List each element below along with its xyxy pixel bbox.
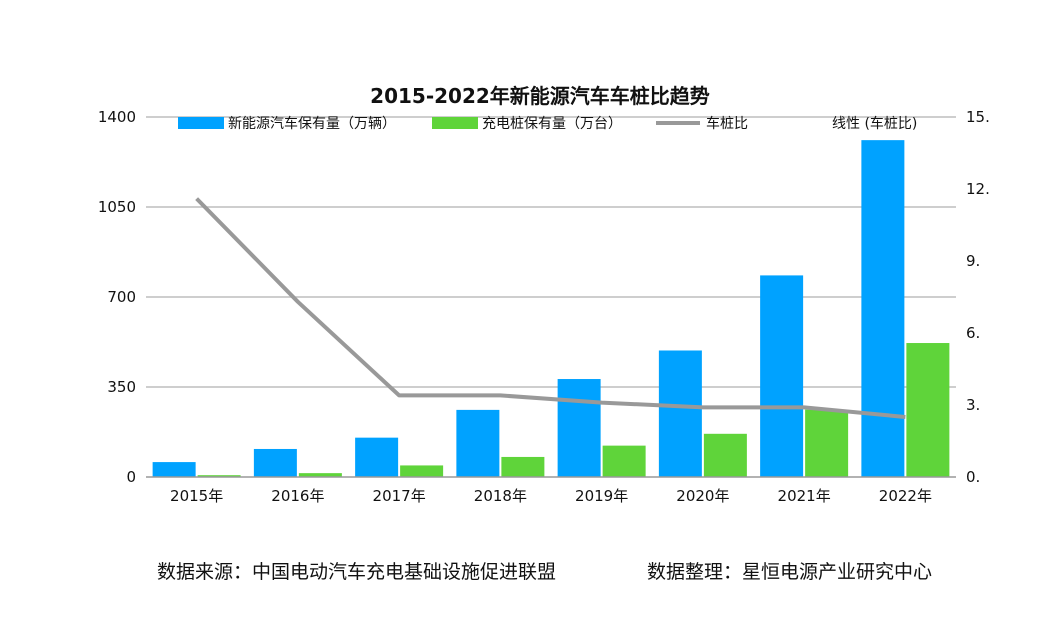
y-right-tick-label: 9. [966,252,980,270]
y-right-tick-label: 0. [966,468,980,486]
y-left-tick-label: 700 [107,288,136,306]
chart-title: 2015-2022年新能源汽车车桩比趋势 [370,84,710,108]
charger-stock-bar [400,465,444,477]
x-tick-label: 2022年 [879,487,932,505]
x-tick-label: 2017年 [373,487,426,505]
y-right-tick-label: 3. [966,396,980,414]
gridlines [146,116,956,388]
y-left-tick-label: 0 [126,468,136,486]
data-source-note: 数据来源：中国电动汽车充电基础设施促进联盟 [157,561,557,583]
data-compiled-note: 数据整理：星恒电源产业研究中心 [647,561,933,583]
ev-stock-bar [355,437,399,477]
x-tick-label: 2018年 [474,487,527,505]
y-right-tick-label: 15. [966,108,990,126]
charger-stock-bar [805,409,849,477]
ev-stock-bar [658,350,702,477]
legend-swatch [432,117,478,129]
x-tick-label: 2015年 [170,487,223,505]
ev-stock-bar [456,409,500,477]
ev-stock-bar [557,379,601,477]
legend-label-trendline: 线性 (车桩比) [832,115,917,132]
ratio-line-path [195,197,906,419]
ev-stock-bar [760,275,804,477]
y-left-tick-label: 1400 [98,108,136,126]
y-left-tick-label: 350 [107,378,136,396]
bars [152,140,950,477]
charger-stock-bar [197,475,241,477]
x-tick-label: 2019年 [575,487,628,505]
axes: 0 350 700 1050 1400 0. 3. 6. 9. 12. 15. 2015年 2016年 2… [98,108,990,505]
ev-stock-bar [152,462,196,477]
charger-stock-bar [703,433,747,477]
ev-stock-bar [253,448,297,477]
x-tick-label: 2016年 [271,487,324,505]
legend-label: 充电桩保有量（万台） [482,115,622,132]
legend: 新能源汽车保有量（万辆） 充电桩保有量（万台） 车桩比 线性 (车桩比) [178,115,917,132]
ev-stock-bar [861,140,905,477]
ratio-line [195,197,906,419]
x-tick-label: 2020年 [676,487,729,505]
legend-swatch [178,117,224,129]
charger-stock-bar [602,445,646,477]
charger-stock-bar [298,473,342,477]
y-left-tick-label: 1050 [98,198,136,216]
x-tick-label: 2021年 [778,487,831,505]
charger-stock-bar [906,343,950,477]
y-right-tick-label: 12. [966,180,990,198]
charger-stock-bar [501,456,545,477]
legend-label: 新能源汽车保有量（万辆） [228,115,396,132]
legend-label: 车桩比 [706,115,748,132]
y-right-tick-label: 6. [966,324,980,342]
